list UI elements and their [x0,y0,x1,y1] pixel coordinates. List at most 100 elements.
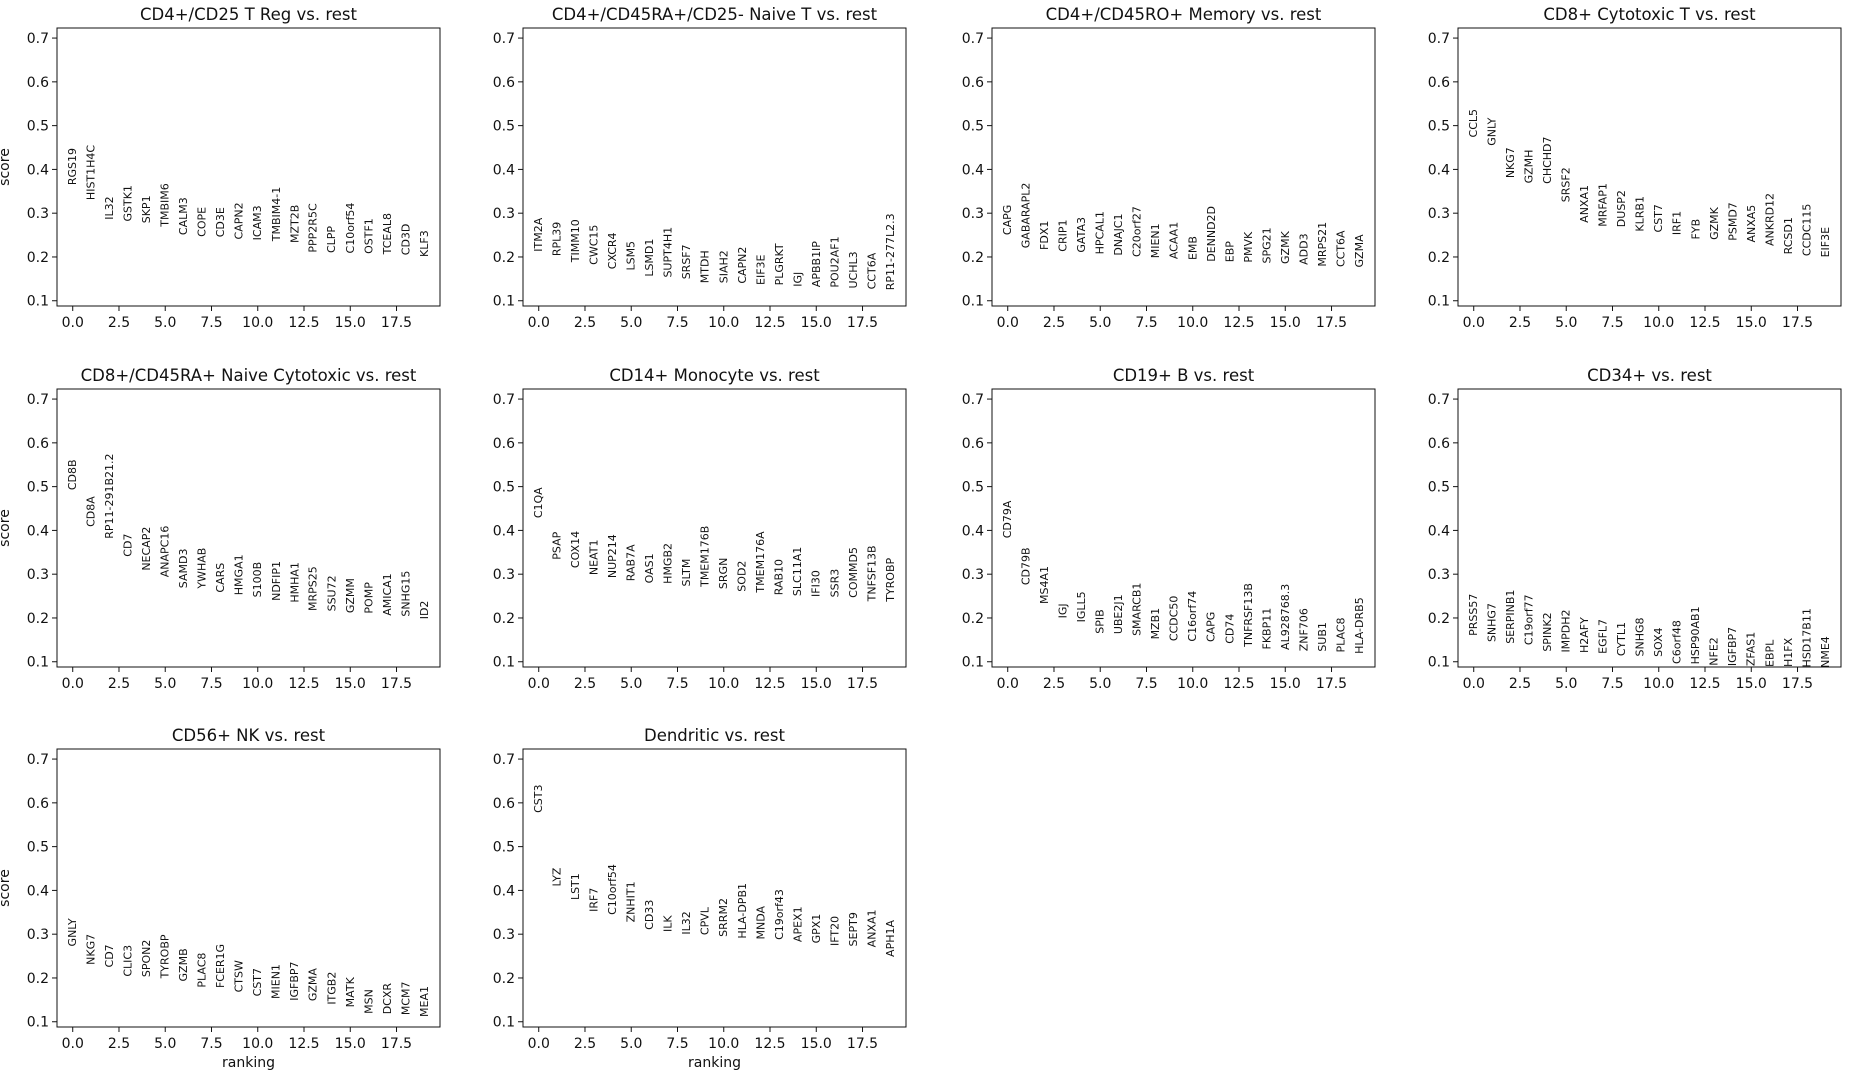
gene-label: DENND2D [1205,206,1218,262]
axes-frame [522,27,907,307]
gene-label: CD3D [399,224,412,256]
panel: CD56+ NK vs. rest 0.1 0.2 0.3 0.4 0.5 0.6 0.7 0.… [0,726,441,1071]
gene-label: APH1A [884,920,897,957]
gene-label: CAPN2 [736,247,749,284]
y-tick-label: 0.1 [27,1015,49,1031]
gene-label: SPINK2 [1541,612,1554,651]
y-tick-label: 0.2 [962,250,984,266]
gene-labels: RGS19 HIST1H4C IL32 GSTK1 SKP1 TMBIM6 CALM3 COP… [66,145,431,257]
y-tick-label: 0.6 [1428,436,1450,452]
x-tick-label: 17.5 [847,1036,878,1052]
x-tick-label: 12.5 [1689,315,1720,331]
gene-label: GSTK1 [122,185,135,221]
gene-label: KLF3 [418,230,431,257]
gene-label: SNHG15 [399,571,412,617]
gene-label: COPE [196,207,209,237]
gene-label: APEX1 [791,906,804,942]
x-tick-label: 12.5 [288,1036,319,1052]
y-tick-label: 0.6 [27,796,49,812]
gene-label: LST1 [569,873,582,900]
axes-frame [1457,388,1842,668]
x-tick-label: 5.0 [154,676,176,692]
axes-frame [56,388,441,668]
x-tick-label: 15.0 [1736,676,1767,692]
axes-frame [522,748,907,1028]
y-tick-label: 0.5 [962,480,984,496]
gene-label: AL928768.3 [1279,584,1292,650]
x-tick-label: 12.5 [1689,676,1720,692]
panel-title: CD8+/CD45RA+ Naive Cytotoxic vs. rest [81,366,417,385]
gene-label: CALM3 [177,197,190,235]
gene-label: H1FX [1782,637,1795,667]
gene-label: EIF3E [754,254,767,285]
gene-label: ILK [662,915,675,932]
y-axis-label: score [0,509,13,547]
gene-label: TMEM176A [754,531,767,594]
panel-title: CD4+/CD25 T Reg vs. rest [140,5,358,24]
y-tick-label: 0.6 [27,75,49,91]
gene-label: CCDC50 [1168,596,1181,642]
gene-label: FCER1G [214,944,227,988]
y-axis-label: score [0,148,13,186]
y-tick-label: 0.2 [1428,250,1450,266]
gene-label: FKBP11 [1260,608,1273,650]
x-tick-label: 2.5 [574,1036,596,1052]
gene-label: ID2 [418,601,431,620]
gene-labels: CST3 LYZ LST1 IRF7 C10orf54 ZNHIT1 CD33 ILK IL32… [532,785,897,957]
y-tick-label: 0.5 [493,840,515,856]
panel-title: Dendritic vs. rest [644,726,786,745]
gene-label: CD7 [103,944,116,967]
gene-label: PSMD7 [1726,202,1739,241]
gene-label: COMMD5 [847,547,860,598]
y-tick-label: 0.3 [1428,567,1450,583]
x-tick-label: 10.0 [242,315,273,331]
axes-frame [56,27,441,307]
gene-label: IGJ [1057,603,1070,618]
gene-label: CLIC3 [122,945,135,977]
gene-label: SSR3 [828,569,841,598]
gene-labels: GNLY NKG7 CD7 CLIC3 SPON2 TYROBP GZMB PLAC8 FCER… [66,918,431,1017]
gene-label: SSU72 [325,575,338,611]
x-tick-label: 5.0 [154,315,176,331]
gene-label: CCT6A [1334,230,1347,267]
gene-label: HPCAL1 [1094,211,1107,254]
y-tick-label: 0.5 [962,119,984,135]
gene-label: OSTF1 [362,218,375,254]
gene-label: C20orf27 [1131,206,1144,257]
gene-label: MATK [344,976,357,1007]
gene-label: PRSS57 [1467,594,1480,636]
gene-label: MRFAP1 [1597,183,1610,227]
gene-label: HSD17B11 [1800,608,1813,667]
y-tick-label: 0.5 [27,480,49,496]
gene-label: EMB [1186,236,1199,260]
x-tick-label: 0.0 [528,676,550,692]
gene-label: NKG7 [85,934,98,965]
x-tick-label: 10.0 [1177,315,1208,331]
x-tick-label: 7.5 [1601,315,1623,331]
gene-label: PLGRKT [773,243,786,285]
gene-label: DNAJC1 [1112,213,1125,255]
gene-label: NKG7 [1504,147,1517,178]
gene-label: PSAP [551,531,564,559]
y-tick-label: 0.7 [27,31,49,47]
x-tick-label: 17.5 [1782,315,1813,331]
gene-label: CCL5 [1467,109,1480,138]
x-tick-label: 5.0 [620,676,642,692]
gene-label: TNFRSF13B [1242,583,1255,648]
x-tick-label: 7.5 [666,1036,688,1052]
panel-title: CD4+/CD45RA+/CD25- Naive T vs. rest [552,5,878,24]
x-tick-label: 17.5 [381,1036,412,1052]
gene-label: PPP2R5C [307,203,320,253]
y-tick-label: 0.1 [1428,294,1450,310]
gene-labels: CD8B CD8A RP11-291B21.2 CD7 NECAP2 ANAPC16 SAM… [66,453,431,619]
gene-label: FYB [1689,219,1702,240]
gene-label: NME4 [1819,636,1832,668]
x-tick-label: 7.5 [666,315,688,331]
y-tick-label: 0.3 [27,927,49,943]
gene-label: TCEAL8 [381,213,394,255]
gene-label: CAPG [1205,612,1218,642]
panel: Dendritic vs. rest 0.1 0.2 0.3 0.4 0.5 0.6 0.7 0… [493,726,907,1071]
gene-label: CD79B [1020,547,1033,585]
x-tick-label: 2.5 [1043,315,1065,331]
gene-labels: CD79A CD79B MS4A1 IGJ IGLL5 SPIB UBE2J1 SMARCB1… [1001,500,1366,654]
